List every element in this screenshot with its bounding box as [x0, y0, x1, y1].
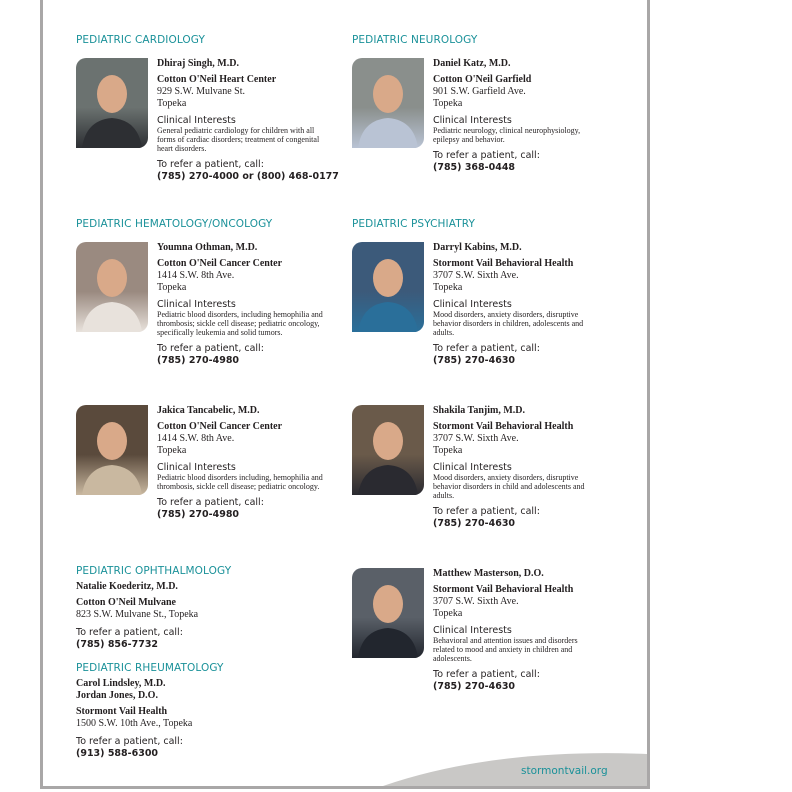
- org-name: Stormont Vail Health: [76, 706, 168, 717]
- doctor-photo: [76, 405, 148, 495]
- section-heading: PEDIATRIC OPHTHALMOLOGY: [76, 565, 232, 577]
- portrait-silhouette: [82, 422, 142, 495]
- address: 823 S.W. Mulvane St., Topeka: [76, 609, 199, 620]
- clinical-interests-text: Pediatric neurology, clinical neurophysi…: [433, 126, 581, 144]
- address: 901 S.W. Garfield Ave.: [433, 86, 526, 97]
- section-heading: PEDIATRIC PSYCHIATRY: [352, 218, 475, 230]
- portrait-silhouette: [358, 75, 418, 148]
- clinical-interests-text: Pediatric blood disorders, including hem…: [157, 310, 323, 337]
- org-name: Cotton O'Neil Cancer Center: [157, 258, 283, 269]
- doctor-name: Youmna Othman, M.D.: [157, 242, 258, 253]
- phone[interactable]: (913) 588-6300: [76, 748, 159, 759]
- doctor-entry: Youmna Othman, M.D. Cotton O'Neil Cancer…: [157, 242, 347, 367]
- clinical-interests-text: Pediatric blood disorders including, hem…: [157, 473, 323, 491]
- clinical-interests-text: Mood disorders, anxiety disorders, disru…: [433, 310, 584, 337]
- doctor-name: Matthew Masterson, D.O.: [433, 568, 544, 579]
- city: Topeka: [433, 608, 463, 619]
- clinical-interests-label: Clinical Interests: [433, 625, 512, 636]
- doctor-name: Dhiraj Singh, M.D.: [157, 58, 239, 69]
- doctor-photo: [352, 242, 424, 332]
- footer-url[interactable]: stormontvail.org: [521, 765, 608, 777]
- address: 1500 S.W. 10th Ave., Topeka: [76, 718, 193, 729]
- address: 1414 S.W. 8th Ave.: [157, 270, 235, 281]
- refer-label: To refer a patient, call:: [433, 343, 540, 354]
- clinical-interests-text: General pediatric cardiology for childre…: [157, 126, 320, 153]
- org-name: Cotton O'Neil Heart Center: [157, 74, 277, 85]
- doctor-photo: [352, 568, 424, 658]
- clinical-interests-label: Clinical Interests: [157, 115, 236, 126]
- clinical-interests-label: Clinical Interests: [433, 115, 512, 126]
- doctor-name: Darryl Kabins, M.D.: [433, 242, 522, 253]
- portrait-silhouette: [358, 422, 418, 495]
- doctor-photo: [76, 242, 148, 332]
- refer-label: To refer a patient, call:: [433, 506, 540, 517]
- org-name: Stormont Vail Behavioral Health: [433, 258, 574, 269]
- city: Topeka: [433, 282, 463, 293]
- doctor-entry: Dhiraj Singh, M.D. Cotton O'Neil Heart C…: [157, 58, 347, 183]
- phone[interactable]: (785) 270-4980: [157, 509, 240, 520]
- doctor-name: Daniel Katz, M.D.: [433, 58, 511, 69]
- org-name: Cotton O'Neil Garfield: [433, 74, 532, 85]
- doctor-name: Carol Lindsley, M.D.: [76, 678, 166, 689]
- phone[interactable]: (785) 270-4630: [433, 518, 516, 529]
- refer-label: To refer a patient, call:: [157, 343, 264, 354]
- address: 1414 S.W. 8th Ave.: [157, 433, 235, 444]
- org-name: Cotton O'Neil Cancer Center: [157, 421, 283, 432]
- portrait-silhouette: [82, 75, 142, 148]
- doctor-photo: [76, 58, 148, 148]
- doctor-entry: Darryl Kabins, M.D. Stormont Vail Behavi…: [433, 242, 623, 367]
- section-heading: PEDIATRIC RHEUMATOLOGY: [76, 662, 224, 674]
- refer-label: To refer a patient, call:: [157, 497, 264, 508]
- clinical-interests-label: Clinical Interests: [433, 299, 512, 310]
- doctor-entry: Matthew Masterson, D.O. Stormont Vail Be…: [433, 568, 623, 693]
- clinical-interests-label: Clinical Interests: [157, 299, 236, 310]
- portrait-silhouette: [358, 585, 418, 658]
- city: Topeka: [433, 98, 463, 109]
- doctor-entry: Shakila Tanjim, M.D. Stormont Vail Behav…: [433, 405, 623, 530]
- clinical-interests-label: Clinical Interests: [157, 462, 236, 473]
- city: Topeka: [157, 445, 187, 456]
- doctor-entry: Jakica Tancabelic, M.D. Cotton O'Neil Ca…: [157, 405, 347, 521]
- address: 3707 S.W. Sixth Ave.: [433, 433, 519, 444]
- ophthalmology-entry: Natalie Koederitz, M.D. Cotton O'Neil Mu…: [76, 581, 296, 651]
- org-name: Cotton O'Neil Mulvane: [76, 597, 176, 608]
- doctor-entry: Daniel Katz, M.D. Cotton O'Neil Garfield…: [433, 58, 623, 174]
- doctor-name: Shakila Tanjim, M.D.: [433, 405, 525, 416]
- clinical-interests-text: Behavioral and attention issues and diso…: [433, 636, 578, 663]
- city: Topeka: [157, 282, 187, 293]
- rheumatology-entry: Carol Lindsley, M.D. Jordan Jones, D.O. …: [76, 678, 296, 760]
- portrait-silhouette: [82, 259, 142, 332]
- address: 929 S.W. Mulvane St.: [157, 86, 245, 97]
- doctor-name: Jordan Jones, D.O.: [76, 690, 158, 701]
- doctor-name: Natalie Koederitz, M.D.: [76, 581, 178, 592]
- phone[interactable]: (785) 270-4630: [433, 681, 516, 692]
- portrait-silhouette: [358, 259, 418, 332]
- refer-label: To refer a patient, call:: [76, 627, 183, 638]
- city: Topeka: [157, 98, 187, 109]
- address: 3707 S.W. Sixth Ave.: [433, 270, 519, 281]
- phone[interactable]: (785) 856-7732: [76, 639, 159, 650]
- refer-label: To refer a patient, call:: [76, 736, 183, 747]
- phone[interactable]: (785) 368-0448: [433, 162, 516, 173]
- refer-label: To refer a patient, call:: [433, 669, 540, 680]
- org-name: Stormont Vail Behavioral Health: [433, 421, 574, 432]
- footer-wave: [383, 753, 647, 786]
- refer-label: To refer a patient, call:: [157, 159, 264, 170]
- doctor-name: Jakica Tancabelic, M.D.: [157, 405, 260, 416]
- address: 3707 S.W. Sixth Ave.: [433, 596, 519, 607]
- doctor-photo: [352, 405, 424, 495]
- org-name: Stormont Vail Behavioral Health: [433, 584, 574, 595]
- section-heading: PEDIATRIC CARDIOLOGY: [76, 34, 206, 46]
- clinical-interests-text: Mood disorders, anxiety disorders, disru…: [433, 473, 585, 500]
- phone[interactable]: (785) 270-4630: [433, 355, 516, 366]
- refer-label: To refer a patient, call:: [433, 150, 540, 161]
- section-heading: PEDIATRIC NEUROLOGY: [352, 34, 478, 46]
- document-page: PEDIATRIC CARDIOLOGY PEDIATRIC NEUROLOGY…: [40, 0, 650, 789]
- section-heading: PEDIATRIC HEMATOLOGY/ONCOLOGY: [76, 218, 273, 230]
- city: Topeka: [433, 445, 463, 456]
- phone[interactable]: (785) 270-4000 or (800) 468-0177: [157, 171, 339, 182]
- phone[interactable]: (785) 270-4980: [157, 355, 240, 366]
- doctor-photo: [352, 58, 424, 148]
- clinical-interests-label: Clinical Interests: [433, 462, 512, 473]
